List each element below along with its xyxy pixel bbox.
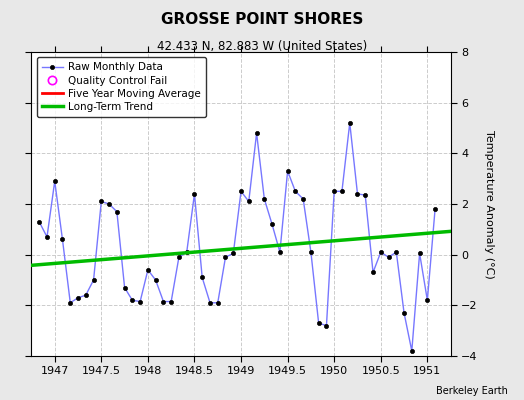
Raw Monthly Data [176,255,182,260]
Raw Monthly Data [346,120,353,125]
Legend: Raw Monthly Data, Quality Control Fail, Five Year Moving Average, Long-Term Tren: Raw Monthly Data, Quality Control Fail, … [37,57,206,117]
Raw Monthly Data [292,189,299,194]
Raw Monthly Data [432,207,438,212]
Raw Monthly Data [36,219,42,224]
Text: GROSSE POINT SHORES: GROSSE POINT SHORES [161,12,363,27]
Raw Monthly Data [409,348,415,353]
Raw Monthly Data [67,300,73,305]
Line: Raw Monthly Data: Raw Monthly Data [37,121,437,353]
Raw Monthly Data [222,255,228,260]
Raw Monthly Data [246,199,252,204]
Raw Monthly Data [277,250,283,254]
Text: 42.433 N, 82.883 W (United States): 42.433 N, 82.883 W (United States) [157,40,367,53]
Text: Berkeley Earth: Berkeley Earth [436,386,508,396]
Y-axis label: Temperature Anomaly (°C): Temperature Anomaly (°C) [484,130,494,278]
